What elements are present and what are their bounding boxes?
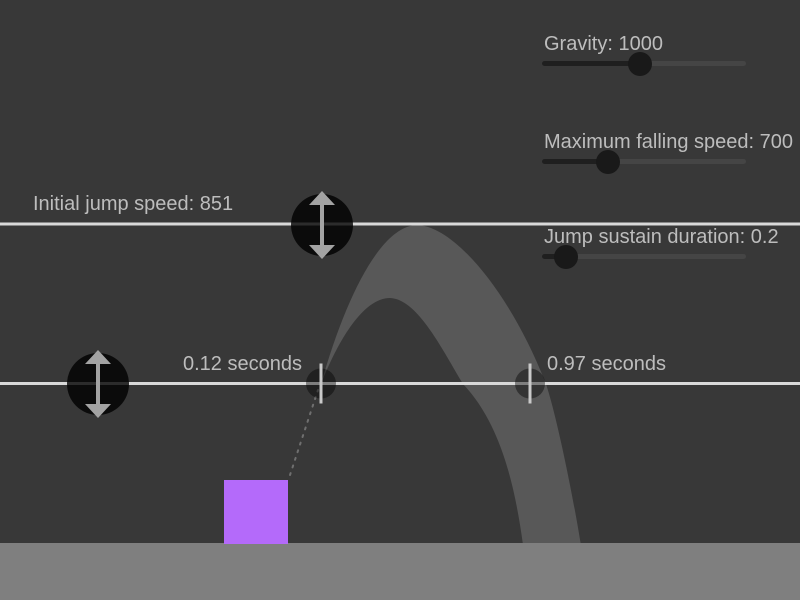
gravity-slider-thumb[interactable] (627, 51, 652, 76)
jump-arc-band (321, 225, 582, 552)
measure-line-handle[interactable] (67, 350, 129, 418)
initial-jump-speed-handle[interactable] (291, 191, 353, 259)
gravity-slider-track[interactable] (542, 51, 746, 76)
arrow-up-icon (309, 191, 335, 205)
jump-sustain-duration-slider-track[interactable] (542, 244, 746, 269)
gravity-slider: Gravity: 1000 (542, 33, 746, 79)
trajectory-dashed-line (289, 389, 319, 476)
jump-sustain-duration-slider: Jump sustain duration: 0.2 (542, 226, 779, 272)
rise-time-marker[interactable] (306, 363, 336, 404)
gravity-slider-label: Gravity: 1000 (544, 33, 663, 55)
jump-sustain-duration-slider-thumb[interactable] (554, 244, 579, 269)
fall-time-label: 0.97 seconds (547, 353, 666, 375)
maximum-falling-speed-slider: Maximum falling speed: 700 (542, 131, 793, 177)
maximum-falling-speed-slider-fill (542, 159, 609, 164)
maximum-falling-speed-slider-track[interactable] (542, 149, 746, 174)
maximum-falling-speed-slider-thumb[interactable] (596, 149, 621, 174)
initial-jump-speed-label: Initial jump speed: 851 (33, 193, 234, 215)
arrow-down-icon (309, 245, 335, 259)
maximum-falling-speed-slider-label: Maximum falling speed: 700 (544, 131, 794, 153)
fall-time-marker[interactable] (515, 363, 545, 404)
gravity-slider-fill (542, 61, 640, 66)
arrow-up-icon (85, 350, 111, 364)
jump-sustain-duration-slider-label: Jump sustain duration: 0.2 (544, 226, 779, 248)
ground-strip (0, 543, 800, 600)
arrow-down-icon (85, 404, 111, 418)
player-square (224, 480, 288, 544)
rise-time-label: 0.12 seconds (183, 353, 302, 375)
jump-sustain-duration-slider-fill (542, 254, 567, 259)
